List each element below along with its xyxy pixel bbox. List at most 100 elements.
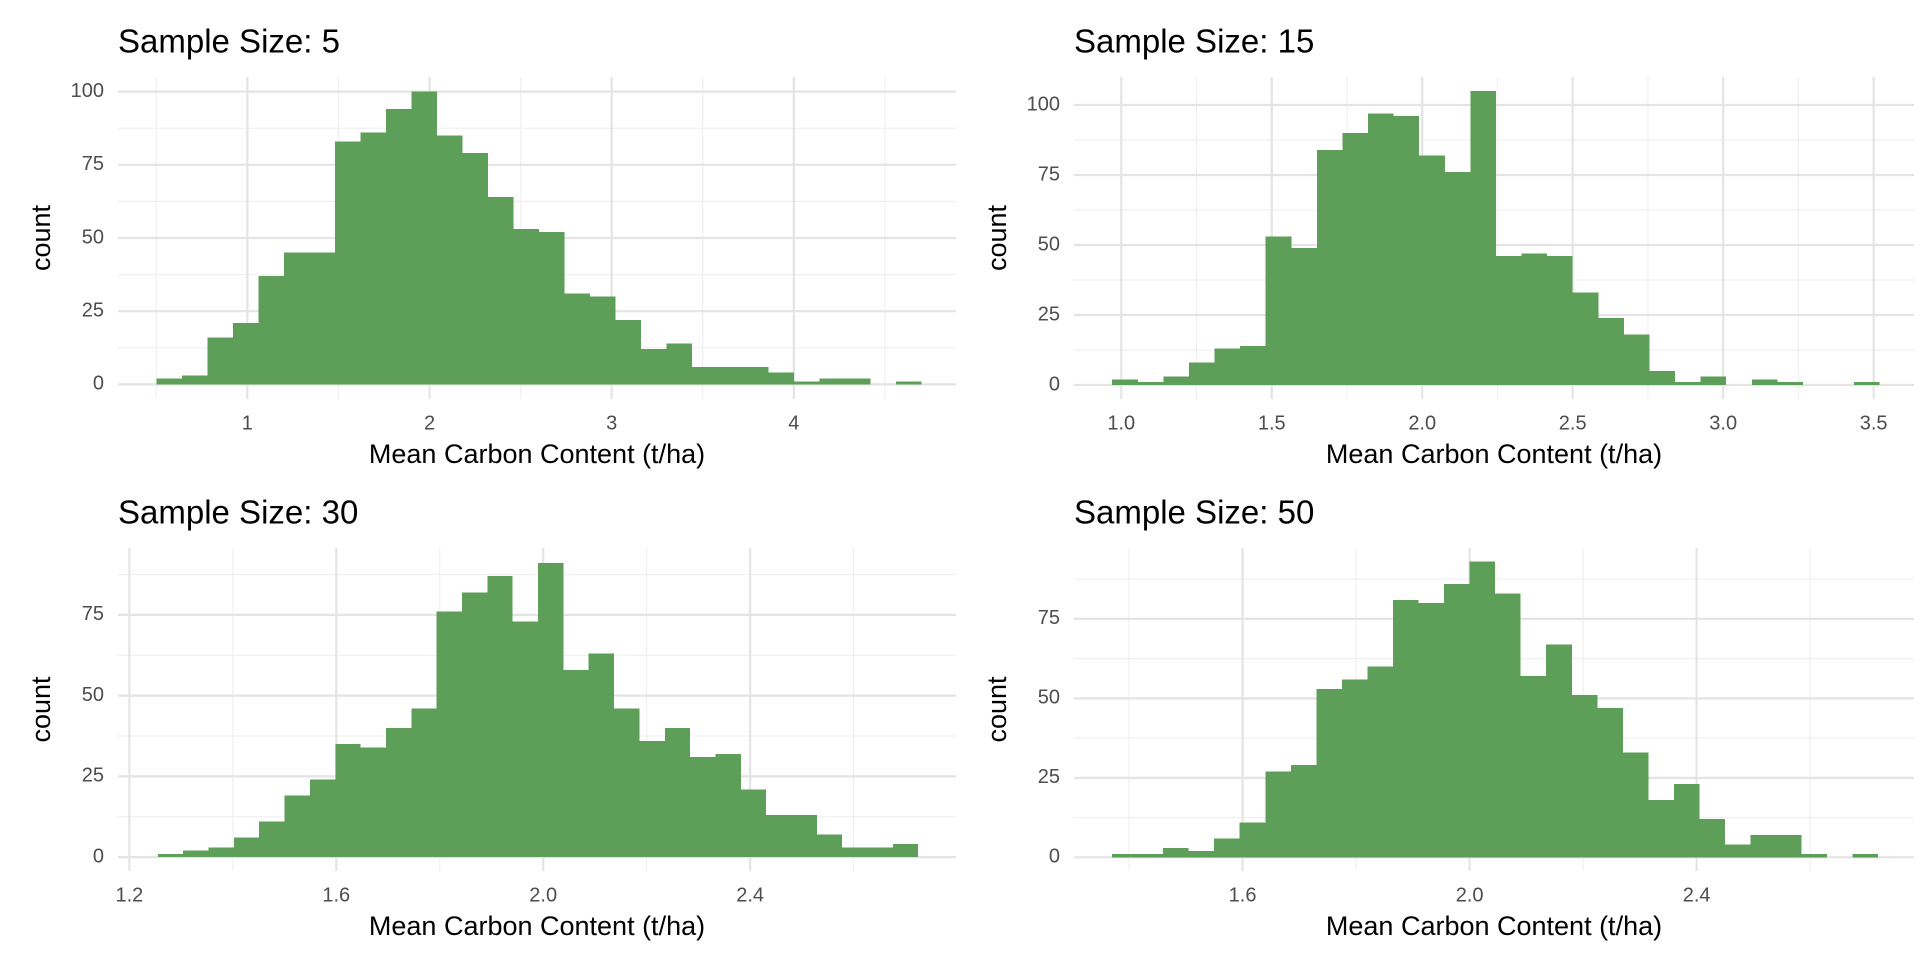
histogram-bar	[1622, 752, 1649, 858]
histogram-bar	[639, 740, 665, 858]
histogram-bar	[538, 563, 564, 858]
histogram-bar	[309, 779, 336, 858]
x-axis-title: Mean Carbon Content (t/ha)	[1326, 911, 1662, 941]
histogram-bar	[791, 815, 817, 858]
histogram-bar	[1470, 91, 1496, 385]
x-tick-label: 2	[424, 412, 435, 434]
histogram-bar	[462, 153, 488, 385]
x-tick-label: 1.0	[1107, 412, 1135, 434]
histogram-bar	[1469, 561, 1496, 858]
histogram-bar	[614, 708, 640, 858]
histogram-bar	[563, 669, 589, 858]
y-tick-label: 100	[1027, 93, 1060, 115]
histogram-bar	[461, 592, 488, 858]
histogram-bar	[867, 847, 893, 858]
y-axis-title: count	[26, 204, 56, 271]
histogram-bar	[742, 366, 769, 385]
histogram-bar	[1137, 382, 1164, 385]
histogram-bar	[1112, 379, 1138, 385]
histogram-bar	[1316, 149, 1343, 385]
x-tick-label: 2.4	[736, 884, 764, 906]
x-axis-title: Mean Carbon Content (t/ha)	[1326, 439, 1662, 469]
histogram-bar	[895, 381, 922, 385]
y-tick-label: 50	[82, 226, 104, 248]
histogram-bar	[1367, 666, 1393, 858]
y-tick-label: 0	[1049, 373, 1060, 395]
histogram-bar	[1392, 599, 1419, 858]
histogram-bar	[842, 847, 868, 858]
x-tick-label: 3.0	[1709, 412, 1737, 434]
histogram-bar	[1188, 850, 1215, 858]
histogram-bar	[1852, 854, 1879, 858]
histogram-bar	[1214, 838, 1240, 858]
y-tick-label: 25	[82, 765, 104, 787]
histogram-bar	[360, 747, 386, 858]
histogram-bar	[844, 378, 871, 385]
histogram-bar	[1598, 317, 1624, 385]
histogram-bar	[1521, 253, 1548, 385]
x-tick-label: 4	[788, 412, 799, 434]
histogram-bar	[690, 756, 716, 858]
histogram-bar	[207, 337, 233, 385]
histogram-bar	[233, 837, 260, 858]
y-tick-label: 75	[82, 603, 104, 625]
histogram-bar	[1546, 644, 1572, 858]
x-tick-label: 3.5	[1860, 412, 1888, 434]
y-tick-label: 25	[1038, 303, 1060, 325]
histogram-bar	[309, 252, 335, 385]
histogram-bar	[1393, 116, 1420, 385]
histogram-bar	[793, 381, 820, 385]
histogram-bar	[1239, 822, 1266, 858]
histogram-bar	[538, 232, 565, 385]
histogram-bar	[1342, 133, 1369, 385]
histogram-bar	[513, 229, 539, 385]
histogram-bar	[1725, 844, 1751, 858]
histogram-bar	[385, 109, 412, 385]
histogram-bar	[1419, 155, 1445, 385]
histogram-bar	[1444, 583, 1470, 858]
histogram-bar	[1520, 676, 1547, 858]
histogram-bar	[1495, 593, 1521, 858]
histogram-bar	[564, 293, 590, 385]
histogram-bar	[157, 853, 184, 858]
x-tick-label: 2.0	[529, 884, 557, 906]
histogram-bar	[156, 378, 182, 385]
histogram-bar	[335, 744, 361, 858]
histogram-bar	[436, 611, 462, 858]
histogram-bar	[1751, 379, 1778, 385]
x-tick-label: 1.5	[1258, 412, 1286, 434]
x-tick-label: 1.2	[115, 884, 143, 906]
histogram-bar	[1163, 376, 1189, 385]
histogram-bar	[183, 850, 209, 858]
x-tick-label: 1.6	[322, 884, 350, 906]
histogram-bar	[1316, 688, 1342, 858]
y-axis-title: count	[26, 676, 56, 743]
histogram-bar	[664, 727, 691, 858]
histogram-bar	[1597, 707, 1623, 858]
histogram-bar	[1623, 334, 1650, 385]
y-tick-label: 25	[82, 299, 104, 321]
histogram-bar	[1699, 819, 1725, 858]
x-tick-label: 2.0	[1456, 884, 1484, 906]
x-tick-label: 2.0	[1408, 412, 1436, 434]
y-tick-label: 75	[1038, 607, 1060, 629]
histogram-bar	[1495, 256, 1522, 385]
histogram-bar	[1776, 835, 1802, 858]
x-tick-label: 2.4	[1683, 884, 1711, 906]
y-tick-label: 0	[93, 373, 104, 395]
histogram-bar	[1750, 835, 1777, 858]
x-tick-label: 1	[242, 412, 253, 434]
histogram-bar	[334, 141, 361, 385]
x-tick-label: 2.5	[1559, 412, 1587, 434]
histogram-bar	[816, 834, 843, 858]
y-tick-label: 50	[1038, 687, 1060, 709]
histogram-bar	[1418, 602, 1445, 858]
histogram-bar	[1673, 784, 1700, 858]
y-tick-label: 50	[82, 684, 104, 706]
y-axis-title: count	[982, 676, 1012, 743]
histogram-bar	[1547, 256, 1573, 385]
histogram-bar	[1675, 382, 1701, 385]
x-tick-label: 3	[606, 412, 617, 434]
histogram-bar	[208, 847, 234, 858]
histogram-bar	[691, 366, 718, 385]
